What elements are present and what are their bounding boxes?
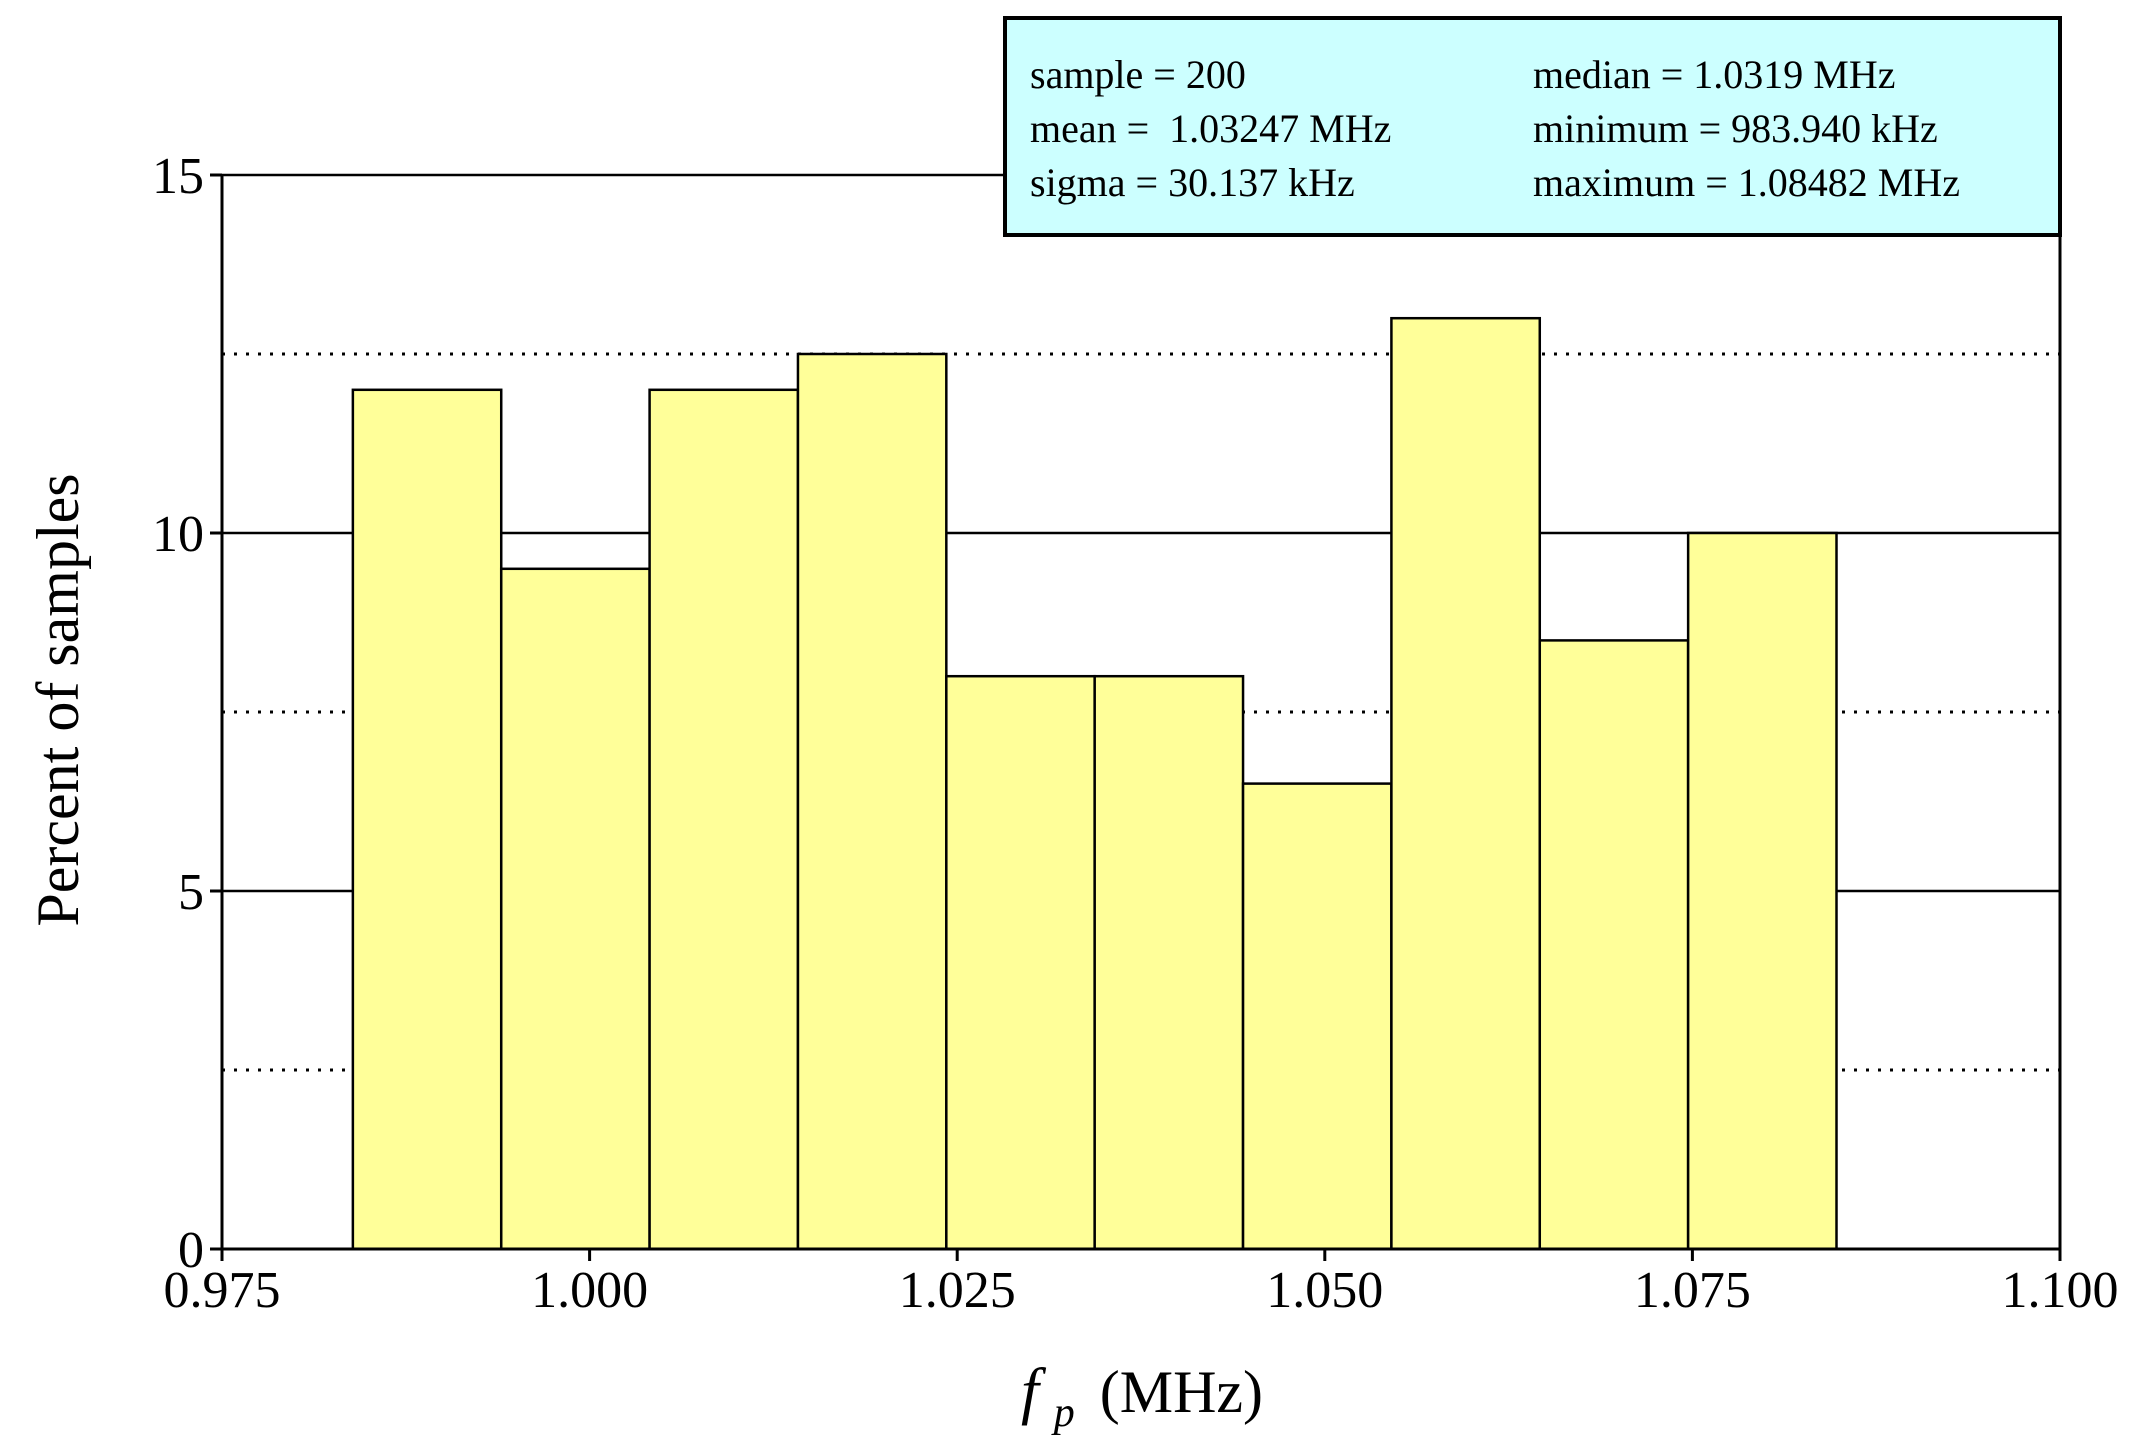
x-tick-label: 1.100 (2002, 1262, 2119, 1319)
histogram-bar (796, 352, 948, 1251)
stats-minimum: minimum = 983.940 kHz (1533, 106, 1938, 151)
y-tick-label: 10 (152, 506, 204, 563)
y-tick-label: 5 (178, 864, 204, 921)
y-tick-label: 15 (152, 148, 204, 205)
stats-median: median = 1.0319 MHz (1533, 52, 1896, 97)
stats-mean: mean = 1.03247 MHz (1030, 106, 1391, 151)
stats-box-background (1003, 16, 2062, 237)
histogram-bar (1686, 531, 1838, 1251)
stats-sigma: sigma = 30.137 kHz (1030, 160, 1355, 205)
x-tick-label: 1.075 (1634, 1262, 1751, 1319)
histogram-bar (1538, 639, 1690, 1251)
x-tick-label: 0.975 (164, 1262, 281, 1319)
x-axis-subscript: p (1051, 1390, 1075, 1436)
histogram-bar (499, 567, 651, 1251)
stats-sample: sample = 200 (1030, 52, 1246, 97)
histogram-bars (351, 316, 1838, 1251)
x-axis-symbol: f (1021, 1355, 1047, 1426)
x-tick-label: 1.025 (899, 1262, 1016, 1319)
histogram-bar (648, 388, 800, 1251)
histogram-bar (1241, 782, 1393, 1251)
histogram-bar (945, 674, 1096, 1251)
x-tick-label: 1.000 (531, 1262, 648, 1319)
tick-labels: 0.975 1.000 1.025 1.050 1.075 1.100 0 5 10 15 (152, 148, 2119, 1319)
x-axis-title: f p (MHz) (1021, 1355, 1263, 1439)
x-tick-label: 1.050 (1266, 1262, 1383, 1319)
histogram-bar (1093, 674, 1245, 1251)
y-axis-title: Percent of samples (25, 473, 91, 926)
stats-maximum: maximum = 1.08482 MHz (1533, 160, 1960, 205)
stats-box: sample = 200 mean = 1.03247 MHz sigma = … (1003, 16, 2062, 237)
axes (210, 173, 2062, 1261)
histogram-bar (1390, 316, 1542, 1251)
histogram-bar (351, 388, 503, 1251)
x-axis-unit: (MHz) (1100, 1359, 1263, 1425)
y-tick-label: 0 (178, 1222, 204, 1279)
